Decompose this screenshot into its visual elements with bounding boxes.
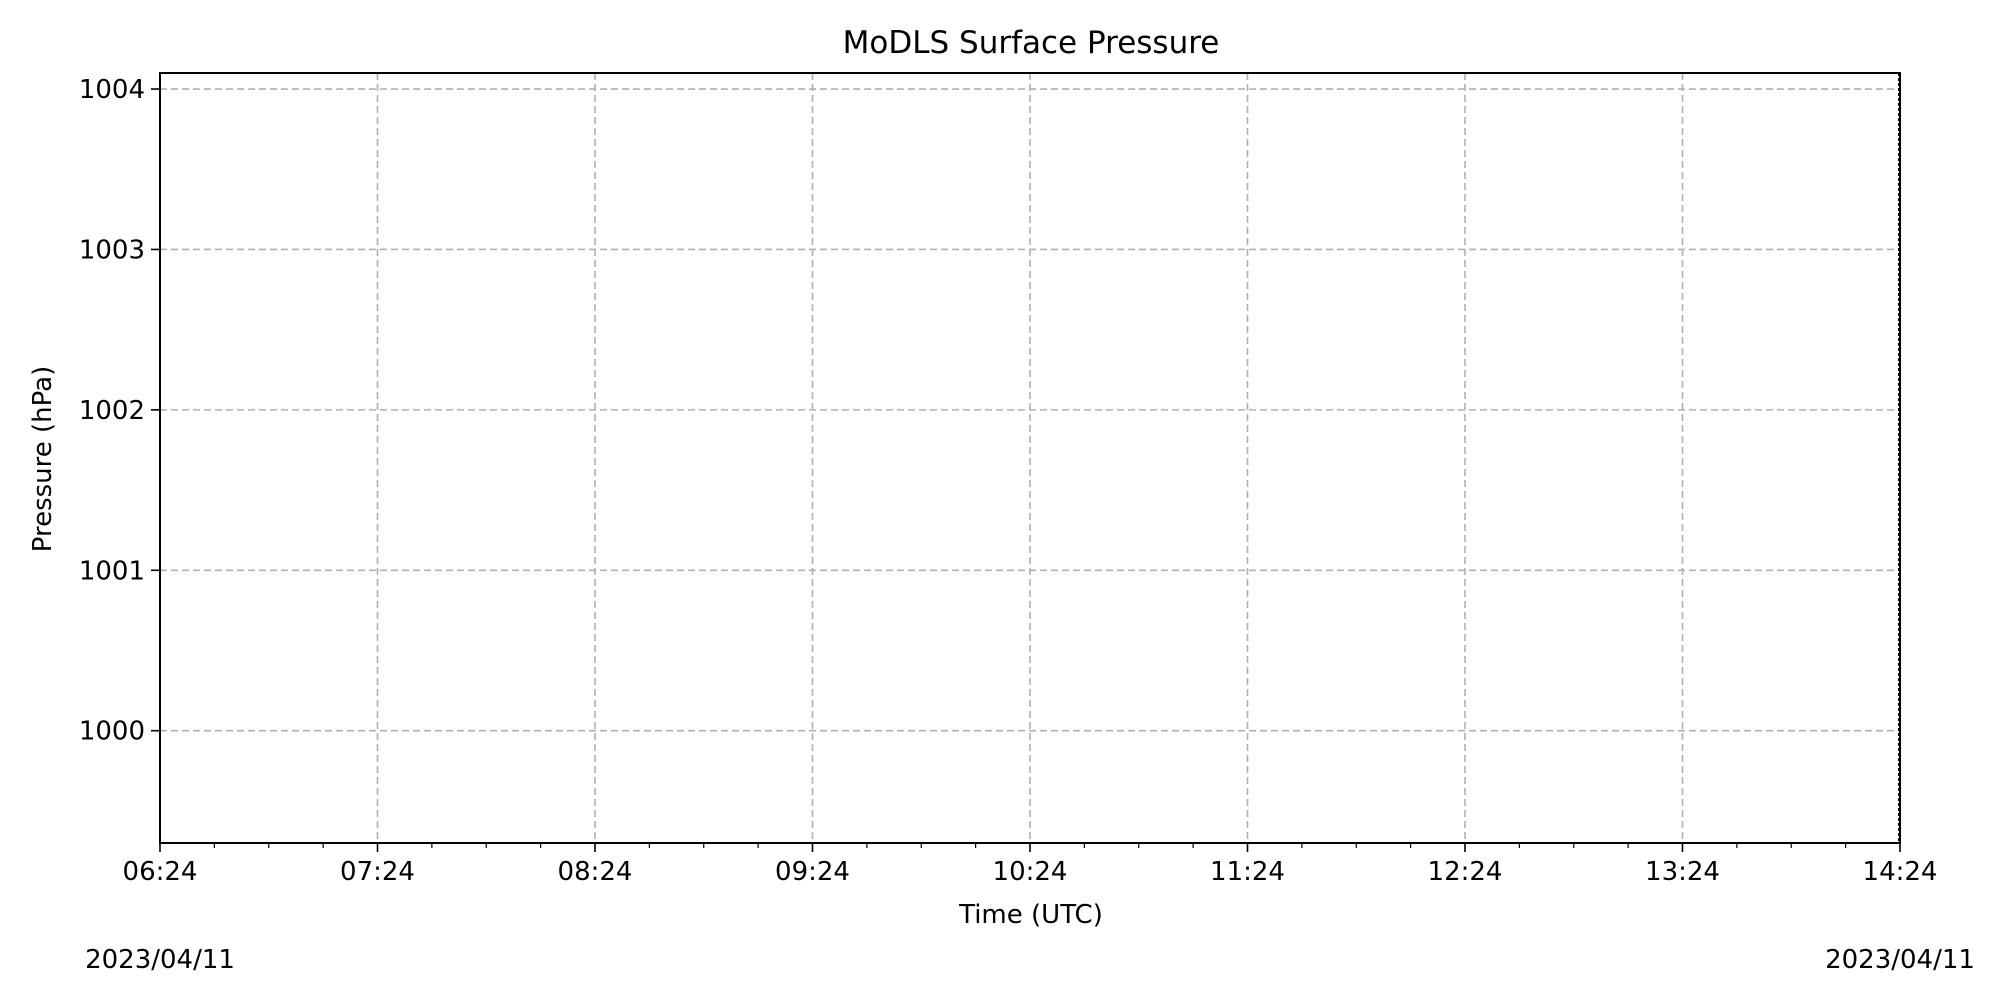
x-tick-label: 14:24 [1863,857,1938,887]
chart-title: MoDLS Surface Pressure [843,25,1220,61]
y-tick-label: 1002 [79,396,145,426]
x-tick-label: 10:24 [993,857,1068,887]
x-tick-label: 13:24 [1645,857,1720,887]
y-tick-label: 1001 [79,556,145,586]
y-tick-label: 1004 [79,75,145,105]
x-tick-label: 08:24 [558,857,633,887]
x-tick-label: 07:24 [340,857,415,887]
x-axis-label: Time (UTC) [958,900,1103,930]
start-date-label: 2023/04/11 [85,945,235,975]
y-tick-label: 1003 [79,235,145,265]
y-axis-ticks: 1000 1001 1002 1003 1004 [79,75,160,747]
x-tick-label: 09:24 [775,857,850,887]
y-axis-label: Pressure (hPa) [28,366,58,553]
grid-lines [160,73,1900,843]
end-date-label: 2023/04/11 [1825,945,1975,975]
x-tick-label: 06:24 [123,857,198,887]
x-tick-label: 12:24 [1428,857,1503,887]
y-tick-label: 1000 [79,717,145,747]
x-tick-label: 11:24 [1210,857,1285,887]
x-axis-ticks: 06:24 07:24 08:24 09:24 10:24 11:24 12:24 13:24… [123,843,1938,887]
